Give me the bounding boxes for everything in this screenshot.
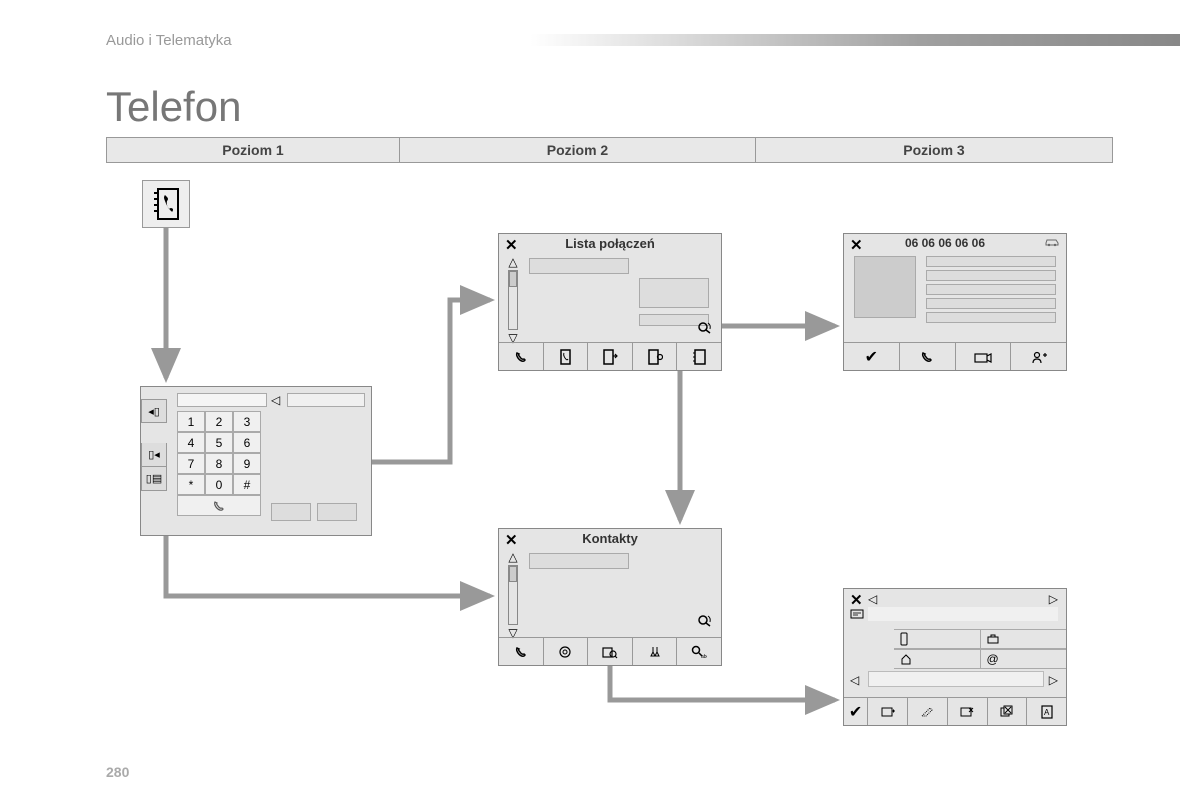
scrollbar[interactable]: △ ▽ <box>505 256 521 344</box>
search-abc-icon[interactable]: abc <box>677 638 721 665</box>
dialer-side-tabs: ◂▯ ▯◂ ▯▤ <box>141 399 167 491</box>
call-icon[interactable] <box>900 343 956 370</box>
ok-icon[interactable]: ✔ <box>844 343 900 370</box>
call-list-title: Lista połączeń <box>499 236 721 251</box>
close-icon[interactable]: ✕ <box>850 591 863 609</box>
phone-icon[interactable] <box>499 638 544 665</box>
contact-details-screen: ✕ ◁ ▷ @ ◁ ▷ ✔ A <box>843 588 1067 726</box>
search-contact-icon[interactable] <box>588 638 633 665</box>
card-icon <box>850 609 864 622</box>
key-8[interactable]: 8 <box>205 453 233 474</box>
nav-icon[interactable] <box>956 343 1012 370</box>
page-title: Telefon <box>106 83 241 131</box>
level-1-header: Poziom 1 <box>106 137 400 163</box>
contacts-icon[interactable] <box>677 343 721 370</box>
call-list-toolbar <box>499 342 721 370</box>
key-4[interactable]: 4 <box>177 432 205 453</box>
key-5[interactable]: 5 <box>205 432 233 453</box>
breadcrumb: Audio i Telematyka <box>106 32 232 49</box>
page-number: 280 <box>106 764 129 780</box>
add-contact-icon[interactable] <box>1011 343 1066 370</box>
scrollbar[interactable]: △ ▽ <box>505 551 521 639</box>
number-detail-screen: ✕ 06 06 06 06 06 ✔ <box>843 233 1067 371</box>
keypad: 1 2 3 4 5 6 7 8 9 * 0 # <box>177 411 261 495</box>
add-icon[interactable] <box>868 698 908 725</box>
key-hash[interactable]: # <box>233 474 261 495</box>
mobile-icon <box>894 630 981 648</box>
settings-icon[interactable] <box>544 638 589 665</box>
next-row-icon[interactable]: ▷ <box>1049 673 1058 687</box>
key-2[interactable]: 2 <box>205 411 233 432</box>
level-headers-row: Poziom 1 Poziom 2 Poziom 3 <box>106 137 1113 163</box>
outgoing-icon[interactable] <box>588 343 633 370</box>
incoming-icon[interactable] <box>633 343 678 370</box>
next-icon[interactable]: ▷ <box>1049 592 1058 606</box>
header-gradient <box>530 34 1180 46</box>
phone-icon[interactable] <box>499 343 544 370</box>
phonebook-icon <box>151 187 181 221</box>
key-1[interactable]: 1 <box>177 411 205 432</box>
svg-text:A: A <box>1044 708 1050 717</box>
home-icon <box>894 650 981 668</box>
call-list-screen: ✕ Lista połączeń △ ▽ <box>498 233 722 371</box>
key-star[interactable]: * <box>177 474 205 495</box>
level-3-header: Poziom 3 <box>756 137 1113 163</box>
call-button[interactable] <box>177 495 261 516</box>
email-icon: @ <box>981 650 1067 668</box>
key-3[interactable]: 3 <box>233 411 261 432</box>
work-icon <box>981 630 1067 648</box>
dialer-screen: ◂▯ ▯◂ ▯▤ ◁ 1 2 3 4 5 6 7 8 9 * 0 # <box>140 386 372 536</box>
svg-text:abc: abc <box>701 654 707 659</box>
contacts-toolbar: abc <box>499 637 721 665</box>
search-icon[interactable] <box>697 614 713 633</box>
key-9[interactable]: 9 <box>233 453 261 474</box>
key-6[interactable]: 6 <box>233 432 261 453</box>
ok-icon[interactable]: ✔ <box>844 698 868 725</box>
details-toolbar: ✔ A <box>844 697 1066 725</box>
text-icon[interactable]: A <box>1027 698 1066 725</box>
phone-number: 06 06 06 06 06 <box>844 236 1046 250</box>
phone-icon-panel[interactable] <box>142 180 190 228</box>
key-0[interactable]: 0 <box>205 474 233 495</box>
edit-icon[interactable] <box>908 698 948 725</box>
search-icon[interactable] <box>697 321 713 338</box>
prev-row-icon[interactable]: ◁ <box>850 673 859 687</box>
level-2-header: Poziom 2 <box>400 137 756 163</box>
delete-icon[interactable] <box>948 698 988 725</box>
prev-icon[interactable]: ◁ <box>868 592 877 606</box>
car-icon <box>1044 237 1060 250</box>
contacts-screen: ✕ Kontakty △ ▽ abc <box>498 528 722 666</box>
key-7[interactable]: 7 <box>177 453 205 474</box>
all-calls-icon[interactable] <box>544 343 589 370</box>
filter-icon[interactable] <box>633 638 678 665</box>
delete-all-icon[interactable] <box>988 698 1028 725</box>
contacts-title: Kontakty <box>499 531 721 546</box>
number-toolbar: ✔ <box>844 342 1066 370</box>
